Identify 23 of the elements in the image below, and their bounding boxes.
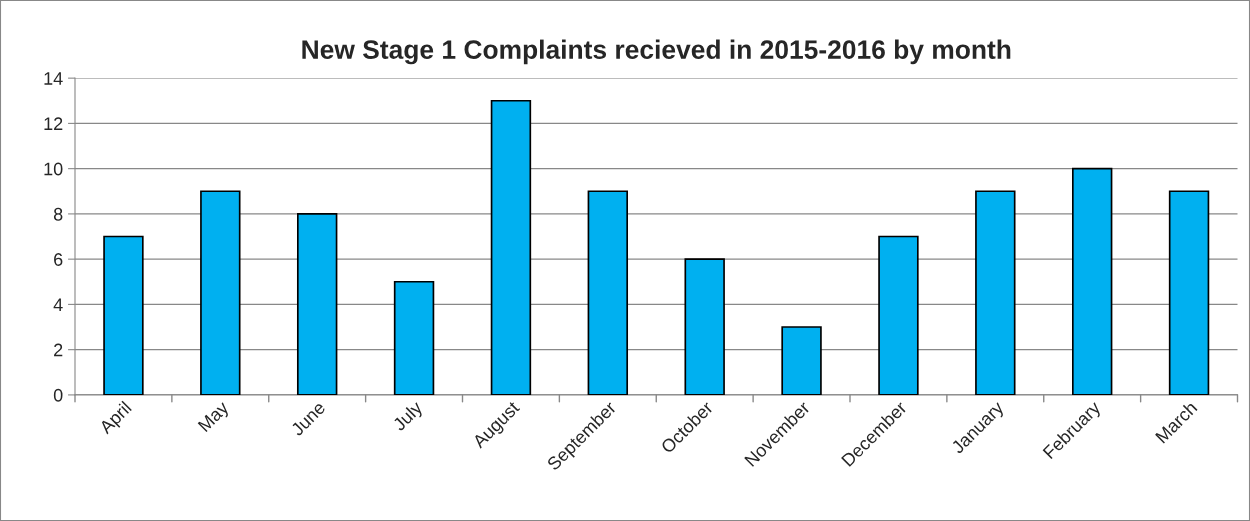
y-tick-label: 14 <box>44 72 63 85</box>
bar <box>1168 190 1210 395</box>
chart-title: New Stage 1 Complaints recieved in 2015-2016 by month <box>302 39 1011 65</box>
bar <box>684 258 725 395</box>
x-tick-label: May <box>197 400 233 435</box>
y-tick-label: 8 <box>53 207 63 221</box>
y-tick-label: 4 <box>53 298 63 311</box>
y-tick-label: 12 <box>44 117 63 130</box>
bar <box>587 190 629 395</box>
bar <box>1071 167 1113 395</box>
y-tick-label: 2 <box>54 343 63 357</box>
y-tick-label: 0 <box>53 388 63 402</box>
y-tick-label: 10 <box>44 162 63 176</box>
bar <box>975 190 1016 395</box>
x-tick-label: July <box>391 399 426 435</box>
bar <box>296 213 338 395</box>
bar <box>781 326 822 395</box>
bar <box>103 235 144 395</box>
bar <box>393 280 435 395</box>
bar <box>490 99 532 395</box>
y-tick-label: 6 <box>54 253 63 266</box>
bar <box>878 235 919 395</box>
bar <box>200 190 241 395</box>
